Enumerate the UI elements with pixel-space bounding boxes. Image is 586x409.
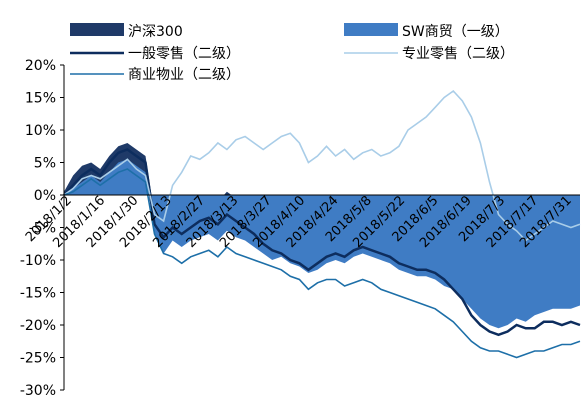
legend-label: 沪深300 xyxy=(128,24,183,40)
series-line-3 xyxy=(63,168,581,359)
y-tick-label: 5% xyxy=(34,156,56,172)
y-tick-label: -20% xyxy=(20,318,56,334)
y-tick-label: 20% xyxy=(25,58,56,74)
legend-label: SW商贸（一级） xyxy=(402,24,509,40)
y-tick-label: -5% xyxy=(29,221,56,237)
series-area-2 xyxy=(64,159,580,329)
y-tick-label: -25% xyxy=(20,351,56,367)
legend-label: 专业零售（二级） xyxy=(402,46,514,62)
y-tick-label: 10% xyxy=(25,123,56,139)
axes-layer: -30% -25% -20% -15% -10% -5% 0% 5% 10% 15% 20% xyxy=(20,58,580,399)
y-tick-label: -30% xyxy=(20,383,56,399)
y-tick-label: -10% xyxy=(20,253,56,269)
y-tick-label: -15% xyxy=(20,286,56,302)
y-tick-label: 15% xyxy=(25,91,56,107)
legend-swatch xyxy=(344,23,398,36)
legend-swatch xyxy=(70,23,124,36)
legend-label: 一般零售（二级） xyxy=(128,46,240,62)
legend: 沪深300 SW商贸（一级） 一般零售（二级） 专业零售（二级） 商业物业（二级） xyxy=(70,23,514,83)
legend-label: 商业物业（二级） xyxy=(128,67,240,83)
y-tick-label: 0% xyxy=(34,188,56,204)
